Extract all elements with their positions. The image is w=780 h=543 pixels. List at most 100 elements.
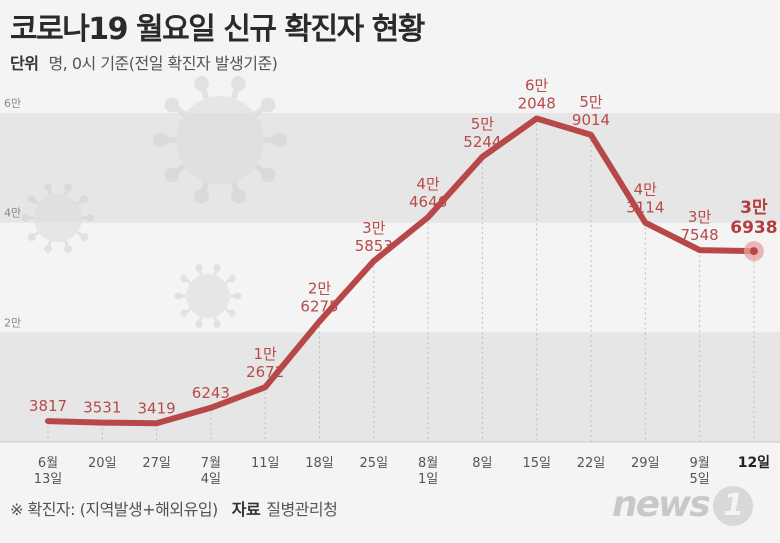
vertical-gridlines [47,118,755,442]
data-label-line: 3만 [740,198,768,218]
x-tick-label: 25일 [360,456,389,471]
source-label: 자료 [231,500,261,519]
virus-spike-tip [21,214,30,222]
data-label-line: 7548 [681,226,719,244]
virus-spike-tip [64,183,73,192]
virus-decoration [21,76,287,328]
chart-band [0,113,780,223]
x-tick-line: 15일 [522,456,551,471]
virus-spike-tip [195,264,203,272]
virus-spike-tip [174,292,182,300]
data-label: 3817 [29,397,67,415]
data-label: 2만 6275 [300,279,338,315]
unit-note: 단위 명, 0시 기준(전일 확진자 발생기준) [10,50,278,74]
x-tick-line: 4일 [201,472,221,487]
virus-spike-tip [195,320,203,328]
source-text: 질병관리청 [266,500,338,519]
x-tick-line: 18일 [305,456,334,471]
series-line-group [45,115,764,427]
virus-body [34,194,82,242]
series-line [45,115,757,427]
virus-spike-tip [180,309,188,318]
data-label: 5만 5244 [463,115,501,151]
x-tick-line: 20일 [88,456,117,471]
y-tick-label: 6만 [4,97,21,110]
data-label: 3만 6938 [730,198,777,238]
x-tick-label: 8월 1일 [418,456,438,487]
x-tick-line: 9월 [689,456,709,471]
x-tick-line: 1일 [418,472,438,487]
data-label-line: 2048 [518,94,556,112]
x-tick-label: 29일 [631,456,660,471]
x-tick-label: 20일 [88,456,117,471]
virus-spike-tip [260,167,276,183]
data-label-line: 6275 [300,297,338,315]
data-label-line: 1만 [254,345,278,363]
logo-mark: 1 [712,486,753,526]
unit-label: 단위 [10,54,39,73]
x-tick-line: 5일 [689,472,709,487]
virus-spike-tip [213,264,221,272]
virus-spike-tip [43,244,52,253]
logo-text: news [612,484,711,525]
data-label-line: 4만 [416,175,440,193]
x-tick-line: 27일 [142,456,171,471]
virus-spike-tip [194,76,209,91]
x-axis-ticks: 6월 13일 20일 27일 7월 4일 11일 18일 25일 8월 1일 8일 15일 22일 29일 9… [34,455,770,487]
footer: ※ 확진자: (지역발생+해외유입) 자료 질병관리청 [10,496,338,520]
virus-spike-tip [153,132,168,148]
x-tick-line: 25일 [360,456,389,471]
data-label: 3419 [138,399,176,417]
virus-spike-tip [27,233,36,242]
data-label-line: 5만 [471,115,495,133]
data-label-line: 3만 [688,208,712,226]
virus-spike-tip [80,194,89,203]
x-tick-line: 13일 [34,472,63,487]
y-tick-label: 4만 [4,207,21,220]
data-label: 4만 4646 [409,175,447,211]
data-label-line: 3817 [29,397,67,415]
x-tick-label: 11일 [251,456,280,471]
data-label-line: 3531 [83,399,121,417]
x-tick-label: 12일 [738,455,770,471]
virus-spike-tip [194,189,209,204]
virus-spike-tip [231,76,246,91]
virus-spike-tip [228,274,236,283]
data-label-line: 3만 [362,219,386,237]
x-tick-line: 22일 [577,456,606,471]
data-label-line: 6938 [730,218,777,238]
data-label-line: 2672 [246,363,284,381]
x-tick-line: 29일 [631,456,660,471]
data-label-line: 5만 [579,93,603,111]
virus-body [186,274,230,318]
virus-spike-tip [164,167,180,183]
chart-bands [0,113,780,442]
data-label: 3만 7548 [681,208,719,244]
virus-spike-tip [272,132,287,148]
virus-spike-tip [228,309,236,318]
virus-spike-tip [164,97,180,113]
footer-note: ※ 확진자: (지역발생+해외유입) [10,500,218,519]
x-tick-line: 12일 [738,455,770,471]
unit-text: 명, 0시 기준(전일 확진자 발생기준) [48,54,278,73]
virus-spike-tip [43,183,52,192]
virus-icon-small [21,183,95,253]
data-point-last [749,247,758,256]
x-tick-label: 9월 5일 [689,456,709,487]
data-label-line: 3419 [138,399,176,417]
data-label-line: 2만 [308,279,332,297]
virus-spike-tip [86,214,95,222]
x-tick-line: 8월 [418,456,438,471]
data-label-line: 4646 [409,193,447,211]
data-label-line: 6만 [525,76,549,94]
virus-spike-tip [27,194,36,203]
virus-spike-tip [80,233,89,242]
data-label: 5만 9014 [572,93,610,129]
data-label-line: 4만 [634,181,658,199]
news1-logo: news 1 [612,484,753,526]
virus-icon-large [153,76,287,204]
data-label-line: 3114 [626,199,664,217]
y-tick-label: 2만 [4,316,21,329]
